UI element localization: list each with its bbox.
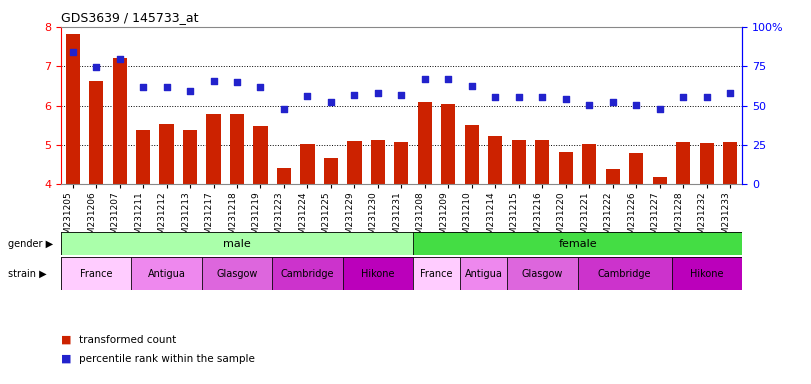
Point [113,56,126,62]
Text: female: female [558,239,597,249]
Bar [230,114,244,184]
Point [513,94,526,100]
Bar [413,257,460,290]
Text: Hikone: Hikone [690,268,723,279]
Bar [465,125,479,184]
Point [371,90,384,96]
Text: gender ▶: gender ▶ [8,239,54,249]
Text: ■: ■ [61,354,71,364]
Point [536,94,549,100]
Bar [582,144,596,184]
Bar [559,152,573,184]
Point [489,94,502,100]
Bar [577,257,672,290]
Point [183,88,196,94]
Point [654,106,667,112]
Bar [277,168,291,184]
Text: Cambridge: Cambridge [281,268,334,279]
Bar [136,130,150,184]
Bar [113,58,127,184]
Point [583,102,596,108]
Point [677,94,690,100]
Bar [488,136,503,184]
Point [607,99,620,105]
Bar [324,157,338,184]
Point [230,79,243,85]
Bar [512,140,526,184]
Bar [343,257,413,290]
Point [418,76,431,82]
Text: Hikone: Hikone [361,268,395,279]
Text: GDS3639 / 145733_at: GDS3639 / 145733_at [61,11,199,24]
Text: Glasgow: Glasgow [521,268,563,279]
Bar [202,257,272,290]
Bar [606,169,620,184]
Bar [347,141,362,184]
Text: ■: ■ [61,335,71,345]
Point [66,50,79,56]
Point [160,84,173,90]
Point [630,102,643,108]
Point [254,84,267,90]
Bar [254,126,268,184]
Point [207,78,220,84]
Text: percentile rank within the sample: percentile rank within the sample [79,354,255,364]
Bar [61,257,131,290]
Bar [676,142,690,184]
Bar [672,257,742,290]
Bar [61,232,413,255]
Point [442,76,455,82]
Bar [183,130,197,184]
Text: Antigua: Antigua [465,268,503,279]
Bar [507,257,577,290]
Text: strain ▶: strain ▶ [8,268,47,279]
Point [277,106,290,112]
Point [466,83,478,89]
Bar [460,257,507,290]
Point [701,94,714,100]
Bar [653,177,667,184]
Text: France: France [79,268,112,279]
Point [348,91,361,98]
Bar [723,142,737,184]
Point [89,64,102,70]
Point [324,99,337,106]
Bar [535,140,549,184]
Bar [371,140,385,184]
Bar [394,142,409,184]
Point [395,91,408,98]
Bar [441,104,456,184]
Bar [89,81,103,184]
Bar [700,143,714,184]
Text: France: France [420,268,453,279]
Bar [131,257,202,290]
Text: Antigua: Antigua [148,268,186,279]
Bar [207,114,221,184]
Point [560,96,573,102]
Point [136,84,149,90]
Text: male: male [223,239,251,249]
Bar [629,153,643,184]
Bar [160,124,174,184]
Bar [66,34,79,184]
Text: Cambridge: Cambridge [598,268,651,279]
Point [301,93,314,99]
Bar [418,103,432,184]
Point [724,90,737,96]
Bar [272,257,343,290]
Text: transformed count: transformed count [79,335,176,345]
Bar [300,144,315,184]
Bar [413,232,742,255]
Text: Glasgow: Glasgow [217,268,258,279]
